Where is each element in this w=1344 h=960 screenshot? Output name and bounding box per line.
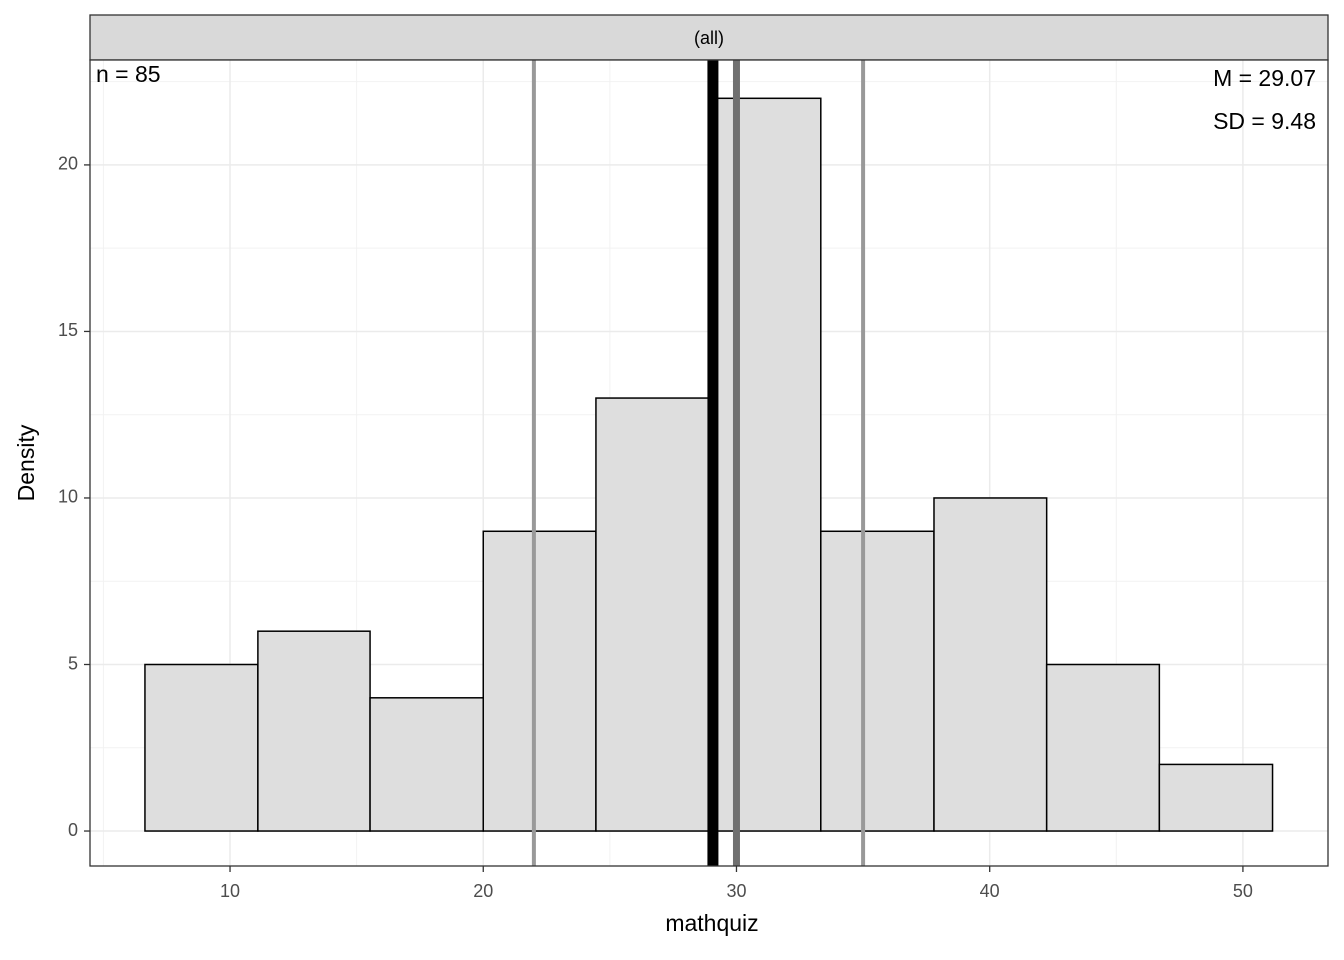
bar (144, 663, 259, 832)
y-axis-title: Density (13, 424, 39, 501)
x-tick-label: 50 (1233, 881, 1253, 901)
bar (257, 630, 371, 832)
bar (933, 497, 1048, 832)
strip-label: (all) (694, 28, 724, 48)
annotation-sd: SD = 9.48 (1213, 108, 1316, 134)
x-tick-label: 40 (980, 881, 1000, 901)
bar (707, 97, 822, 832)
y-tick-label: 20 (58, 154, 78, 174)
y-tick-label: 10 (58, 487, 78, 507)
x-axis-title: mathquiz (665, 910, 758, 936)
x-tick-label: 20 (473, 881, 493, 901)
bar (482, 530, 597, 832)
bar (1045, 663, 1161, 832)
x-tick-label: 30 (726, 881, 746, 901)
bar (1158, 763, 1274, 832)
y-tick-label: 15 (58, 320, 78, 340)
y-tick-label: 5 (68, 653, 78, 673)
annotation-n: n = 85 (96, 61, 161, 87)
panel-border (89, 59, 1329, 867)
bar (820, 530, 935, 832)
x-tick-label: 10 (220, 881, 240, 901)
annotation-mean: M = 29.07 (1213, 65, 1316, 91)
bar (369, 697, 485, 832)
y-tick-label: 0 (68, 820, 78, 840)
strip (89, 14, 1329, 61)
bar (595, 397, 710, 832)
